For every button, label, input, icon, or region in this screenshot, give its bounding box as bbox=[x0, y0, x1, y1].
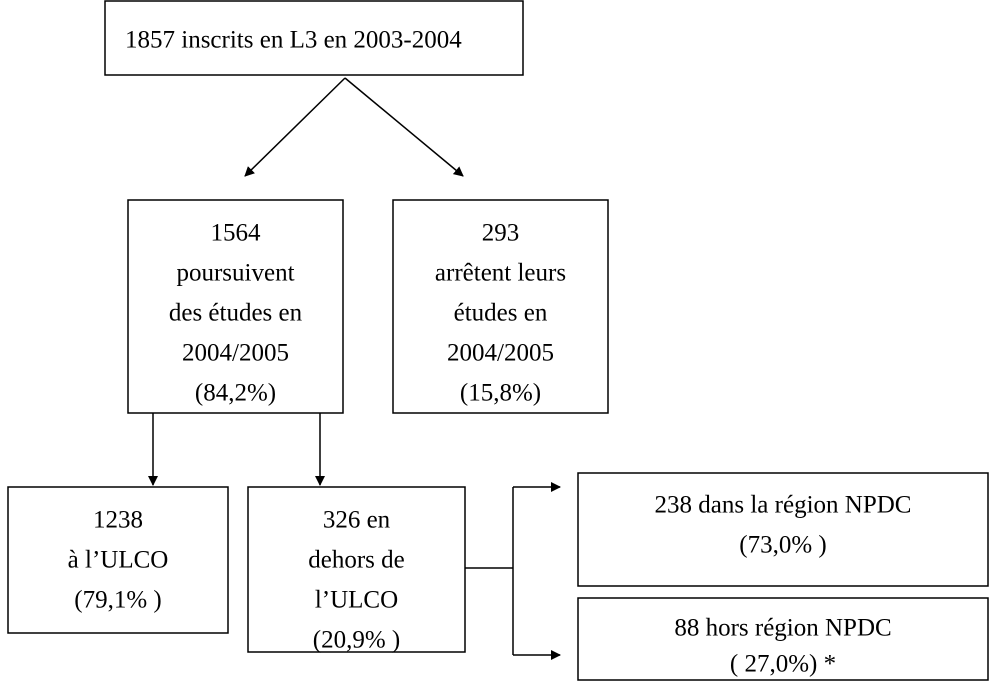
node-box bbox=[392, 199, 609, 414]
node-text: poursuivent bbox=[176, 260, 294, 287]
node-text: dehors de bbox=[308, 547, 405, 574]
node-box bbox=[247, 486, 466, 653]
node-text: à l’ULCO bbox=[68, 547, 169, 574]
node-text: 238 dans la région NPDC bbox=[655, 492, 912, 519]
node-text: (20,9% ) bbox=[313, 627, 400, 654]
node-text: 88 hors région NPDC bbox=[674, 615, 891, 642]
node-text: études en bbox=[454, 300, 548, 327]
node-text: 2004/2005 bbox=[447, 340, 554, 367]
node-text: (79,1% ) bbox=[74, 587, 161, 614]
node-box bbox=[127, 199, 344, 414]
node-text: (15,8%) bbox=[460, 380, 541, 407]
arrow bbox=[344, 77, 464, 177]
node-text: 2004/2005 bbox=[182, 340, 289, 367]
node-text: des études en bbox=[169, 300, 303, 327]
node-text: (73,0% ) bbox=[739, 532, 826, 559]
node-box bbox=[577, 597, 989, 681]
node-text: l’ULCO bbox=[315, 587, 398, 614]
node-text: 1857 inscrits en L3 en 2003-2004 bbox=[125, 27, 462, 54]
node-box bbox=[104, 0, 524, 76]
node-text: arrêtent leurs bbox=[435, 260, 566, 287]
node-text: 293 bbox=[482, 220, 520, 247]
node-box bbox=[7, 486, 229, 634]
node-text: 1564 bbox=[211, 220, 262, 247]
node-box bbox=[577, 472, 989, 587]
node-text: 326 en bbox=[323, 507, 391, 534]
node-text: (84,2%) bbox=[195, 380, 276, 407]
node-text: ( 27,0%) * bbox=[730, 651, 836, 678]
arrow bbox=[244, 77, 346, 177]
node-text: 1238 bbox=[93, 507, 143, 534]
